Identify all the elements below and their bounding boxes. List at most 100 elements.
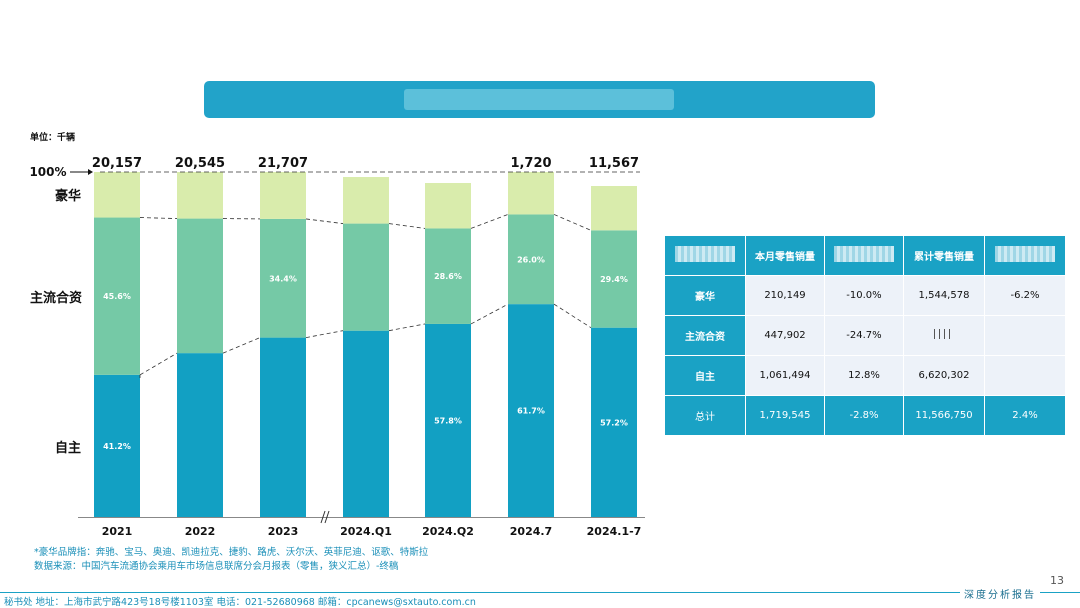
connector-jv [305, 218, 344, 224]
series-label-luxury: 豪华 [55, 188, 81, 204]
bar-主流合资-2024.1-7 [591, 230, 637, 328]
bar-豪华-2024.Q2 [425, 183, 471, 229]
bar-豪华-2024.Q1 [343, 177, 389, 224]
x-tick-label: 2024.Q1 [340, 525, 392, 538]
series-label-own: 自主 [55, 440, 81, 456]
connector-jv [553, 214, 592, 231]
x-tick-label: 2023 [268, 525, 299, 538]
cell-month-chg: 12.8% [824, 355, 904, 396]
cell-ytd-chg: -6.2% [984, 275, 1066, 316]
total-label: 1,720 [510, 156, 551, 171]
bar-自主-2024.1-7 [591, 327, 637, 517]
table-row: 主流合资 447,902 -24.7% [664, 315, 1066, 356]
total-month-chg: -2.8% [824, 395, 904, 436]
header-blur-4 [984, 235, 1066, 276]
total-ytd-chg: 2.4% [984, 395, 1066, 436]
page-number: 13 [1050, 574, 1064, 587]
cell-ytd: 6,620,302 [903, 355, 985, 396]
stacked-bar-chart: 41.2% 45.6% 2021 20,157 2022 20,545 34.4% 2023 2… [29, 156, 645, 538]
total-label: 11,567 [589, 156, 639, 171]
bar-豪华-2023 [260, 172, 306, 219]
header-blur-0 [664, 235, 746, 276]
header-month: 本月零售销量 [745, 235, 825, 276]
bar-豪华-2024.1-7 [591, 186, 637, 231]
data-label: 45.6% [103, 292, 131, 301]
connector-jv [470, 214, 509, 229]
x-tick-label: 2022 [185, 525, 216, 538]
arrow-100pct-head [88, 169, 93, 175]
bar-主流合资-2024.7 [508, 214, 554, 305]
sales-table: 本月零售销量 累计零售销量 豪华 210,149 -10.0% 1,544,57… [664, 235, 1066, 436]
cell-ytd-chg [984, 355, 1066, 396]
note-source: 数据来源：中国汽车流通协会乘用车市场信息联席分会月报表（零售，狭义汇总）-终稿 [34, 561, 399, 572]
unit-label: 单位：千辆 [30, 133, 76, 143]
cell-month: 1,061,494 [745, 355, 825, 396]
cell-month-chg: -24.7% [824, 315, 904, 356]
cell-ytd-blurred [903, 315, 985, 356]
bar-豪华-2024.7 [508, 172, 554, 215]
table-row: 自主 1,061,494 12.8% 6,620,302 [664, 355, 1066, 396]
total-label: 20,545 [175, 156, 225, 171]
row-name: 主流合资 [664, 315, 746, 356]
connector-own [139, 352, 178, 376]
bar-主流合资-2021 [94, 217, 140, 375]
bar-自主-2024.Q1 [343, 330, 389, 517]
total-month: 1,719,545 [745, 395, 825, 436]
footer-text: 秘书处 地址：上海市武宁路423号18号楼1103室 电话：021-526809… [4, 597, 476, 608]
data-label: 28.6% [434, 272, 462, 281]
data-label: 57.2% [600, 418, 628, 427]
notes: *豪华品牌指：奔驰、宝马、奥迪、凯迪拉克、捷豹、路虎、沃尔沃、英菲尼迪、讴歌、特… [34, 546, 428, 574]
bar-主流合资-2024.Q2 [425, 228, 471, 324]
header-ytd: 累计零售销量 [903, 235, 985, 276]
table-row: 豪华 210,149 -10.0% 1,544,578 -6.2% [664, 275, 1066, 316]
data-label: 34.4% [269, 274, 297, 283]
bar-自主-2021 [94, 374, 140, 517]
bar-自主-2022 [177, 353, 223, 517]
x-tick-label: 2021 [102, 525, 133, 538]
note-brands: *豪华品牌指：奔驰、宝马、奥迪、凯迪拉克、捷豹、路虎、沃尔沃、英菲尼迪、讴歌、特… [34, 547, 429, 558]
bar-自主-2023 [260, 337, 306, 517]
axis-break-mark [324, 510, 330, 524]
cell-month-chg: -10.0% [824, 275, 904, 316]
data-label: 29.4% [600, 275, 628, 284]
bar-豪华-2022 [177, 172, 223, 219]
total-label: 21,707 [258, 156, 308, 171]
connector-own [553, 303, 592, 329]
cell-month: 447,902 [745, 315, 825, 356]
title-blurred [404, 89, 674, 110]
total-ytd: 11,566,750 [903, 395, 985, 436]
table-total-row: 总计 1,719,545 -2.8% 11,566,750 2.4% [664, 395, 1066, 436]
total-name: 总计 [664, 395, 746, 436]
x-tick-label: 2024.7 [510, 525, 552, 538]
connector-own [470, 303, 509, 325]
connector-own [222, 337, 261, 354]
bar-自主-2024.7 [508, 304, 554, 517]
connector-own [388, 323, 426, 332]
title-bar [204, 81, 875, 118]
table-header-row: 本月零售销量 累计零售销量 [664, 235, 1066, 276]
connector-jv [139, 217, 178, 219]
total-label: 20,157 [92, 156, 142, 171]
x-tick-label: 2024.Q2 [422, 525, 474, 538]
footer-report-label: 深度分析报告 [960, 586, 1040, 601]
data-label: 26.0% [517, 255, 545, 264]
data-label: 61.7% [517, 407, 545, 416]
bar-主流合资-2024.Q1 [343, 223, 389, 331]
cell-month: 210,149 [745, 275, 825, 316]
footer-divider [0, 592, 1080, 593]
series-label-jv: 主流合资 [30, 290, 82, 306]
data-label: 41.2% [103, 442, 131, 451]
cell-ytd: 1,544,578 [903, 275, 985, 316]
header-blur-2 [824, 235, 904, 276]
cell-ytd-chg [984, 315, 1066, 356]
bar-自主-2024.Q2 [425, 323, 471, 517]
bar-豪华-2021 [94, 172, 140, 218]
connector-own [305, 330, 344, 338]
bar-主流合资-2023 [260, 218, 306, 338]
x-tick-label: 2024.1-7 [587, 525, 642, 538]
label-100pct: 100% [29, 165, 66, 179]
bar-主流合资-2022 [177, 218, 223, 354]
row-name: 豪华 [664, 275, 746, 316]
axis-break-mark [320, 510, 326, 524]
row-name: 自主 [664, 355, 746, 396]
